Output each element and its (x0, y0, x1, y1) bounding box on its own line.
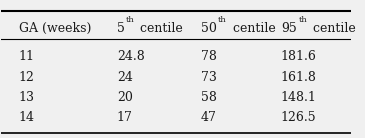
Text: 73: 73 (200, 71, 216, 84)
Text: 78: 78 (200, 50, 216, 63)
Text: 5: 5 (117, 22, 124, 35)
Text: GA (weeks): GA (weeks) (19, 22, 91, 35)
Text: 148.1: 148.1 (281, 91, 317, 104)
Text: 126.5: 126.5 (281, 111, 316, 124)
Text: 181.6: 181.6 (281, 50, 317, 63)
Text: 11: 11 (19, 50, 35, 63)
Text: 161.8: 161.8 (281, 71, 317, 84)
Text: 14: 14 (19, 111, 35, 124)
Text: centile: centile (309, 22, 356, 35)
Text: 12: 12 (19, 71, 35, 84)
Text: th: th (299, 16, 307, 24)
Text: th: th (218, 16, 227, 24)
Text: th: th (126, 16, 134, 24)
Text: 58: 58 (200, 91, 216, 104)
Text: 47: 47 (200, 111, 216, 124)
Text: 50: 50 (200, 22, 216, 35)
Text: 17: 17 (117, 111, 132, 124)
Text: 95: 95 (281, 22, 297, 35)
Text: 24.8: 24.8 (117, 50, 145, 63)
Text: 24: 24 (117, 71, 132, 84)
Text: centile: centile (136, 22, 182, 35)
Text: 20: 20 (117, 91, 132, 104)
Text: 13: 13 (19, 91, 35, 104)
Text: centile: centile (228, 22, 275, 35)
